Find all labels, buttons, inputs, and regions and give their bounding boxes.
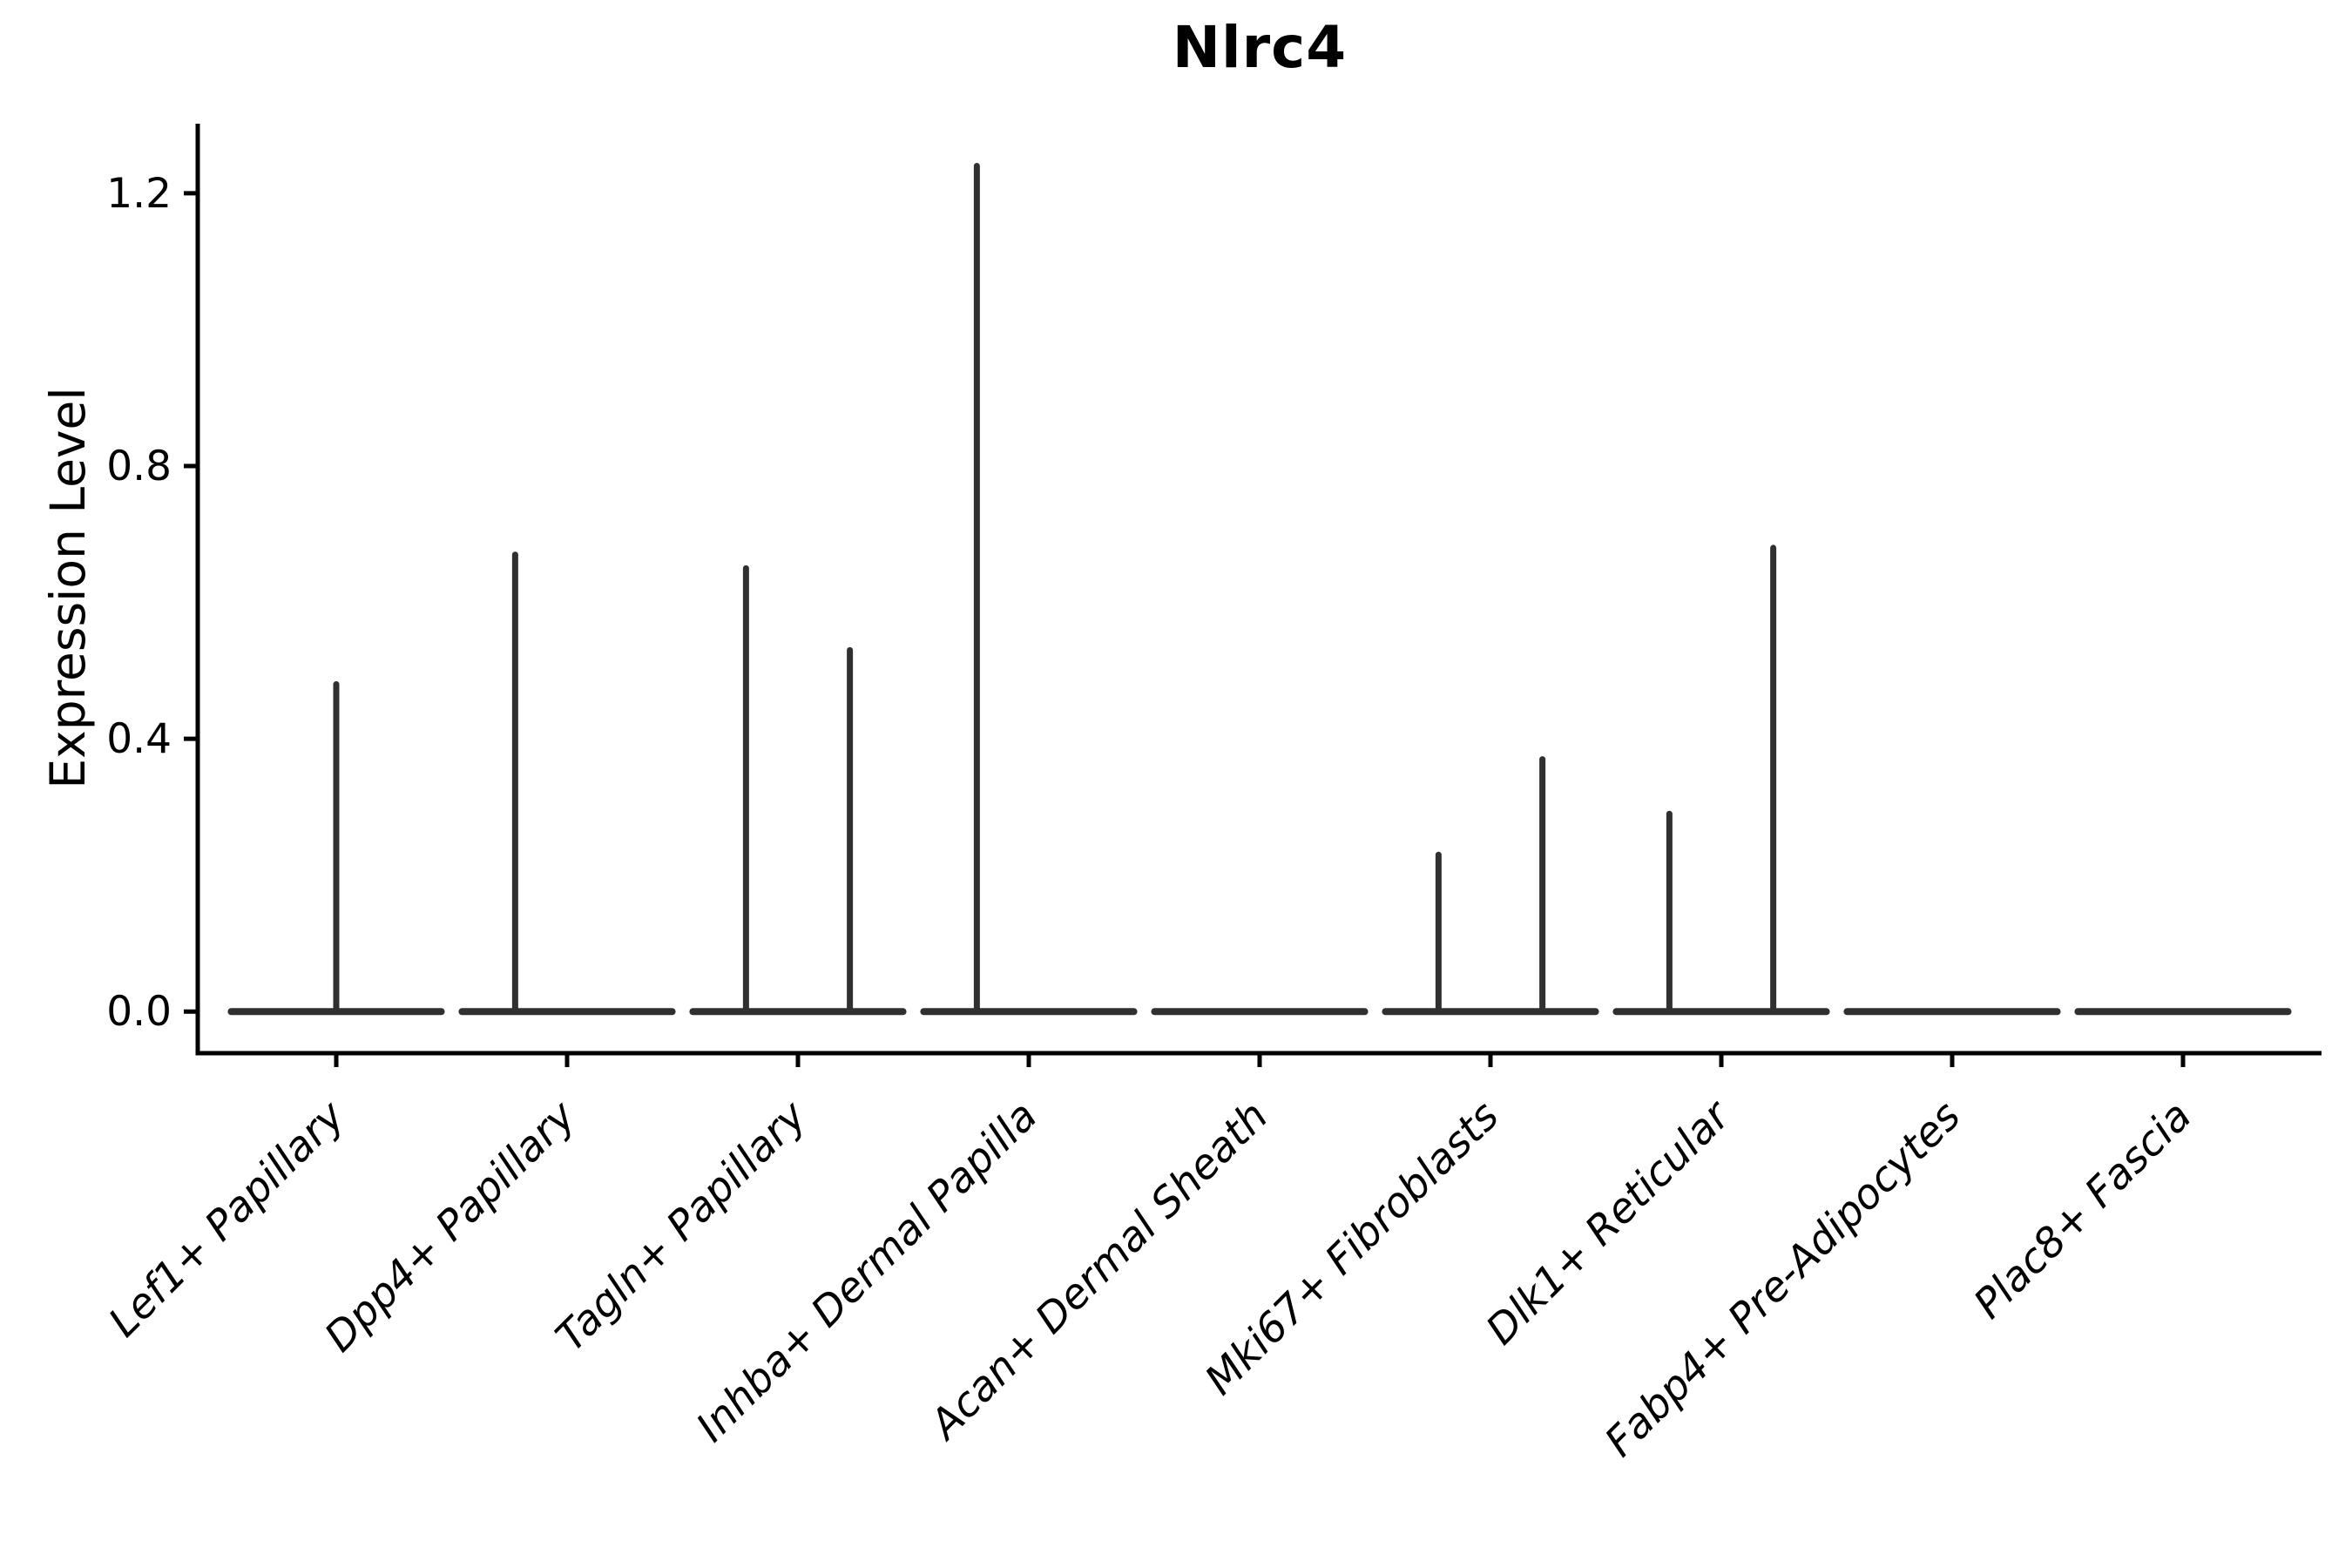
- x-tick-label: Lef1+ Papillary: [99, 1092, 355, 1347]
- y-tick-label: 0.4: [106, 715, 172, 763]
- y-tick-label: 0.0: [106, 988, 172, 1036]
- y-tick-label: 1.2: [106, 170, 172, 218]
- x-tick-label: Dpp4+ Papillary: [315, 1092, 585, 1362]
- x-tick-label: Dlk1+ Reticular: [1477, 1091, 1741, 1355]
- chart-title: Nlrc4: [1172, 14, 1348, 81]
- x-tick-label: Plac8+ Fascia: [1964, 1092, 2200, 1328]
- y-tick-label: 0.8: [106, 443, 172, 490]
- x-tick-label: Tagln+ Papillary: [547, 1092, 817, 1362]
